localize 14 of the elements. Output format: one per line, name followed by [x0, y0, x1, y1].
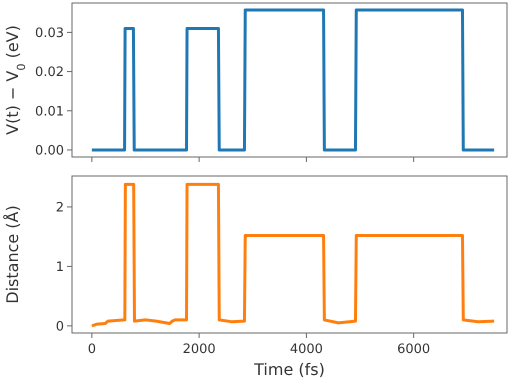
y-tick-label: 0.03: [35, 26, 64, 41]
y-tick-label: 0.01: [35, 104, 64, 120]
x-axis-title: Time (fs): [253, 360, 325, 379]
x-tick-label: 4000: [290, 342, 323, 357]
y-tick-label: 0.02: [35, 65, 64, 80]
y-tick-label: 0.00: [35, 143, 64, 158]
y-tick-label: 2: [56, 200, 64, 216]
x-tick-label: 2000: [182, 342, 216, 357]
x-tick-label: 6000: [397, 342, 430, 357]
y-tick-label: 1: [56, 260, 64, 275]
y-axis-title: Distance (Å): [3, 205, 22, 304]
y-tick-label: 0: [56, 319, 64, 334]
x-tick-label: 0: [88, 342, 96, 357]
line-series: [90, 182, 496, 328]
